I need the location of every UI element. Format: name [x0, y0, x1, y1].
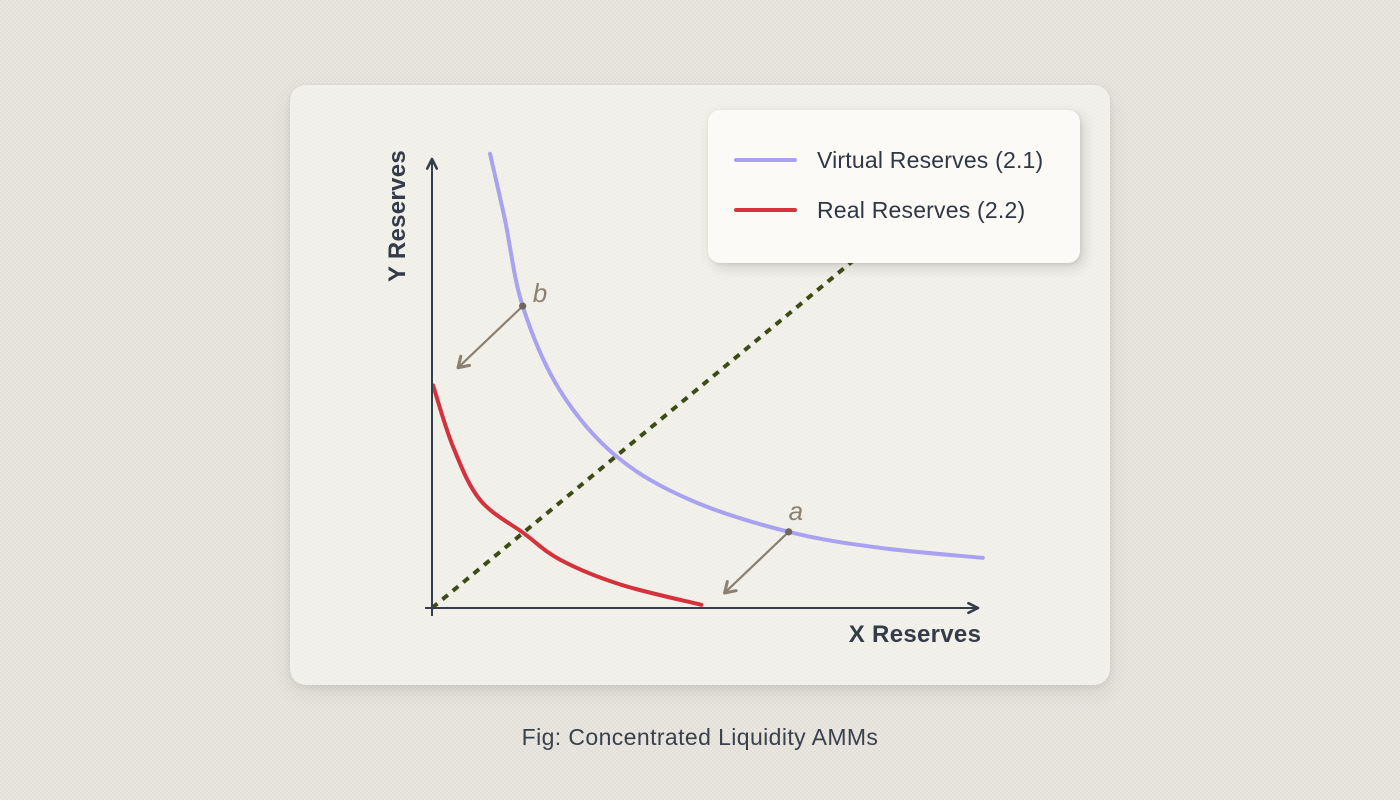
chart-canvas: ab: [425, 151, 985, 616]
legend: Virtual Reserves (2.1) Real Reserves (2.…: [708, 110, 1080, 263]
legend-label-real-reserves: Real Reserves (2.2): [817, 196, 1026, 223]
series-virtual-reserves-2-1: [488, 151, 985, 560]
series-price-ray: [430, 259, 854, 610]
annotation-label-a: a: [789, 496, 803, 526]
x-axis-label: X Reserves: [848, 621, 982, 648]
legend-item-virtual-reserves: Virtual Reserves (2.1): [708, 135, 1080, 185]
real-reserves-line-swatch: [734, 208, 797, 212]
legend-item-real-reserves: Real Reserves (2.2): [708, 185, 1080, 235]
annotation-arrow-b: [456, 305, 524, 370]
annotation-point-a: [785, 528, 793, 536]
virtual-reserves-line-swatch: [734, 158, 797, 162]
annotation-layer: ab: [456, 278, 803, 595]
figure-caption: Fig: Concentrated Liquidity AMMs: [521, 724, 879, 750]
annotation-point-b: [519, 302, 527, 310]
data-series-layer: [430, 151, 985, 610]
annotation-label-b: b: [533, 278, 547, 308]
annotation-arrow-a: [723, 531, 790, 595]
series-real-reserves-2-2: [431, 383, 704, 607]
legend-label-virtual-reserves: Virtual Reserves (2.1): [817, 146, 1044, 173]
